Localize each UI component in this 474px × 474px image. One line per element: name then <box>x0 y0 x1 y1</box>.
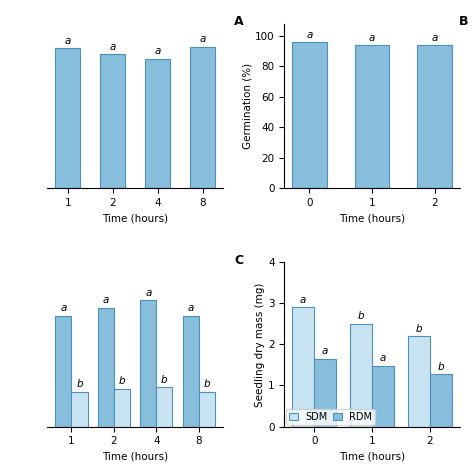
X-axis label: Time (hours): Time (hours) <box>339 452 405 462</box>
Bar <box>55 48 80 188</box>
X-axis label: Time (hours): Time (hours) <box>102 452 168 462</box>
Text: b: b <box>438 362 444 372</box>
Text: a: a <box>103 295 109 305</box>
Bar <box>55 316 72 427</box>
Bar <box>355 45 389 188</box>
Bar <box>292 42 327 188</box>
Text: b: b <box>358 311 365 321</box>
Text: a: a <box>155 46 161 56</box>
Bar <box>190 46 215 188</box>
Bar <box>72 392 88 427</box>
Text: B: B <box>459 16 469 28</box>
Text: b: b <box>76 379 83 389</box>
Text: a: a <box>431 33 438 43</box>
Text: b: b <box>203 379 210 389</box>
Bar <box>100 54 125 188</box>
Bar <box>350 324 372 427</box>
Bar <box>372 366 394 427</box>
Bar <box>98 308 114 427</box>
Y-axis label: Seedling dry mass (mg): Seedling dry mass (mg) <box>255 282 265 407</box>
Y-axis label: Germination (%): Germination (%) <box>242 63 252 149</box>
Text: a: a <box>200 34 206 44</box>
Text: a: a <box>369 33 375 43</box>
Text: a: a <box>145 288 152 298</box>
Bar <box>114 389 130 427</box>
Bar <box>199 392 215 427</box>
Text: b: b <box>118 376 125 386</box>
Bar <box>140 300 156 427</box>
Text: b: b <box>161 374 168 384</box>
Bar <box>430 374 452 427</box>
Text: a: a <box>300 295 307 305</box>
Text: a: a <box>322 346 328 356</box>
Bar <box>314 359 336 427</box>
Bar <box>418 45 452 188</box>
Text: a: a <box>109 42 116 52</box>
Bar <box>408 336 430 427</box>
Bar <box>156 387 173 427</box>
Text: C: C <box>235 254 244 267</box>
Text: a: a <box>60 303 67 313</box>
Legend: SDM, RDM: SDM, RDM <box>286 409 375 425</box>
Text: b: b <box>416 324 422 334</box>
X-axis label: Time (hours): Time (hours) <box>339 213 405 223</box>
Bar <box>292 307 314 427</box>
Text: a: a <box>380 353 386 363</box>
Text: A: A <box>234 16 244 28</box>
Text: a: a <box>64 36 71 46</box>
Bar <box>182 316 199 427</box>
Text: a: a <box>306 30 313 40</box>
Text: a: a <box>188 303 194 313</box>
Bar <box>145 59 170 188</box>
X-axis label: Time (hours): Time (hours) <box>102 213 168 223</box>
